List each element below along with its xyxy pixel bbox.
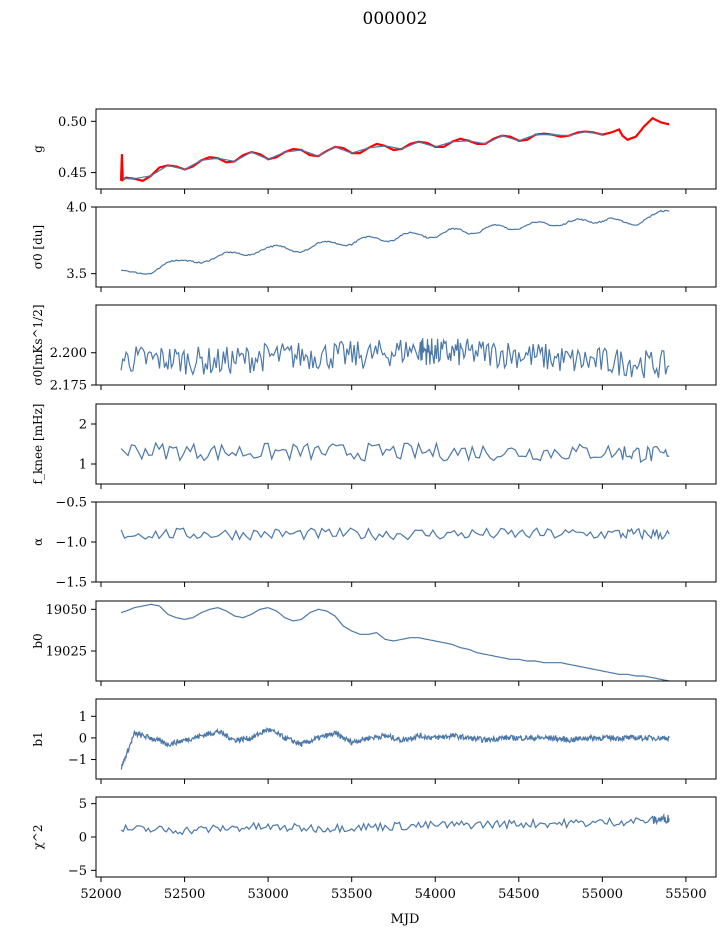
series-line-4-1 xyxy=(120,441,670,464)
series-line-6-1 xyxy=(120,603,670,681)
y-tick-label-7-3: 1 xyxy=(79,710,87,725)
y-axis-label-7: b1 xyxy=(31,731,45,746)
series-line-8-1 xyxy=(120,812,670,836)
x-tick-label-6: 54500 xyxy=(498,887,539,902)
y-tick-label-5-2: −1.0 xyxy=(55,536,87,551)
series-line-2-1 xyxy=(120,209,670,275)
y-tick-label-8-3: 5 xyxy=(79,797,87,812)
y-tick-label-4-2: 2 xyxy=(79,418,87,433)
y-tick-label-1-1: 0.45 xyxy=(58,166,87,181)
panel-frame-2 xyxy=(95,206,717,288)
y-tick-label-2-1: 3.5 xyxy=(66,267,87,282)
x-tick-label-8: 55500 xyxy=(665,887,706,902)
y-tick-label-8-2: 0 xyxy=(79,831,87,846)
y-tick-label-3-1: 2.175 xyxy=(50,379,87,394)
x-tick-label-3: 53000 xyxy=(247,887,288,902)
y-tick-label-2-2: 4.0 xyxy=(66,201,87,216)
panel-frame-5 xyxy=(95,501,717,583)
y-axis-label-3: σ0[mKs^1/2] xyxy=(31,304,45,385)
y-tick-label-7-1: −1 xyxy=(68,753,87,768)
x-tick-label-2: 52500 xyxy=(164,887,205,902)
series-line-5-1 xyxy=(120,526,670,542)
panels: 0.45 0.50 g 3.5 4.0 σ0 [du] 2.175 2.200 σ0[mKs^1… xyxy=(31,108,717,902)
y-tick-label-1-2: 0.50 xyxy=(58,115,87,130)
y-tick-label-7-2: 0 xyxy=(79,731,87,746)
y-tick-label-6-2: 19050 xyxy=(46,603,87,618)
y-tick-label-3-2: 2.200 xyxy=(50,346,87,361)
panel-frame-7 xyxy=(95,698,717,780)
y-tick-label-5-3: −0.5 xyxy=(55,496,87,511)
y-tick-label-4-1: 1 xyxy=(79,458,87,473)
y-tick-label-6-1: 19025 xyxy=(46,645,87,660)
y-axis-label-6: b0 xyxy=(31,633,45,648)
panel-frame-6 xyxy=(95,600,717,682)
y-axis-label-5: α xyxy=(31,538,45,546)
panel-frame-1 xyxy=(95,108,717,190)
x-tick-label-4: 53500 xyxy=(331,887,372,902)
x-tick-label-1: 52000 xyxy=(80,887,121,902)
y-axis-label-4: f_knee [mHz] xyxy=(31,404,45,485)
figure-title: 000002 xyxy=(363,9,428,29)
x-tick-label-5: 54000 xyxy=(415,887,456,902)
series-line-7-1 xyxy=(120,726,670,770)
series-line-3-1 xyxy=(120,338,670,379)
x-tick-label-7: 55000 xyxy=(582,887,623,902)
panel-frame-3 xyxy=(95,304,717,386)
y-axis-label-2: σ0 [du] xyxy=(31,225,45,269)
y-axis-label-1: g xyxy=(31,145,45,153)
y-tick-label-5-1: −1.5 xyxy=(55,576,87,591)
series-line-1-2 xyxy=(122,130,603,180)
x-axis-label: MJD xyxy=(391,912,420,927)
panel-frame-4 xyxy=(95,403,717,485)
y-tick-label-8-1: −5 xyxy=(68,864,87,879)
series-line-1-1 xyxy=(120,116,670,182)
y-axis-label-8: χ^2 xyxy=(31,825,45,850)
panel-frame-8 xyxy=(95,796,717,878)
